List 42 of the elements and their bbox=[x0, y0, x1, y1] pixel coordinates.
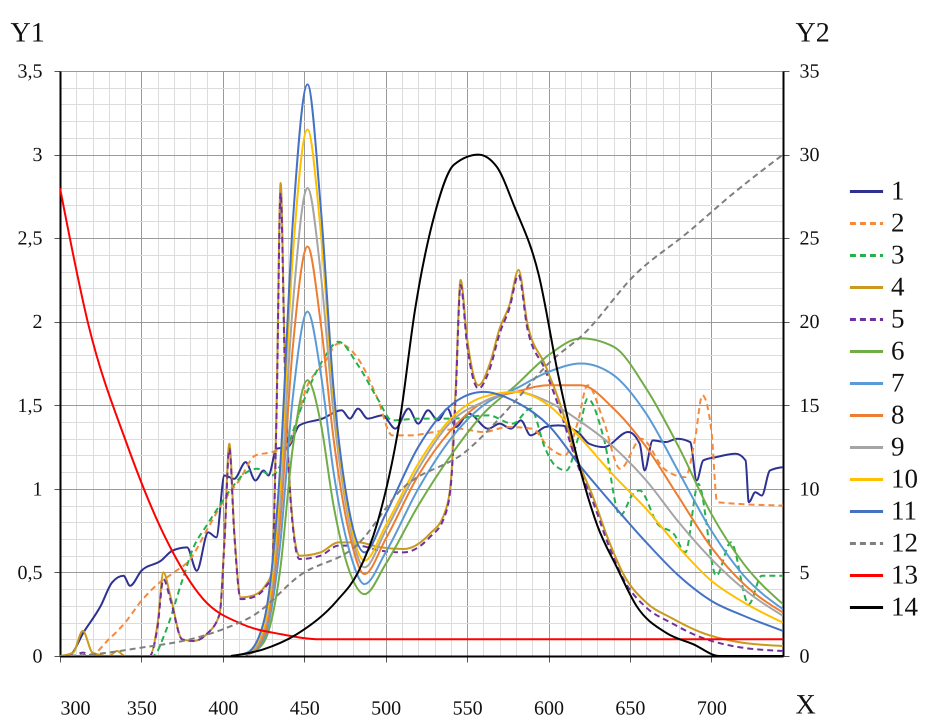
x-tick-label: 550 bbox=[452, 698, 483, 718]
x-axis-title: X bbox=[796, 690, 816, 718]
y2-tick-label: 35 bbox=[800, 60, 820, 82]
x-tick-label: 600 bbox=[534, 698, 564, 718]
y-tick-label: 1 bbox=[32, 478, 42, 500]
legend-label: 4 bbox=[891, 272, 905, 302]
y-tick-label: 2,5 bbox=[18, 228, 42, 250]
y2-tick-label: 0 bbox=[800, 646, 810, 668]
y2-tick-label: 10 bbox=[800, 478, 820, 500]
y-tick-label: 3,5 bbox=[18, 60, 42, 82]
legend-label: 5 bbox=[891, 304, 904, 334]
legend-label: 6 bbox=[891, 336, 904, 366]
y2-tick-label: 25 bbox=[800, 228, 820, 250]
y-axis-title: Y1 bbox=[10, 18, 45, 48]
y-tick-label: 0,5 bbox=[18, 562, 42, 584]
legend-label: 13 bbox=[891, 560, 918, 590]
y2-tick-label: 5 bbox=[800, 562, 810, 584]
legend-label: 12 bbox=[891, 528, 918, 558]
x-tick-label: 400 bbox=[208, 698, 238, 718]
x-tick-label: 350 bbox=[126, 698, 157, 718]
y2-tick-label: 30 bbox=[800, 144, 820, 166]
x-tick-label: 500 bbox=[371, 698, 402, 718]
y-tick-label: 2 bbox=[32, 311, 42, 334]
legend-label: 9 bbox=[891, 432, 904, 462]
legend-label: 2 bbox=[891, 208, 904, 238]
legend-label: 14 bbox=[891, 592, 918, 622]
x-tick-label: 700 bbox=[696, 698, 727, 718]
legend-label: 7 bbox=[891, 368, 904, 398]
x-tick-label: 300 bbox=[60, 698, 90, 718]
x-tick-label: 450 bbox=[290, 698, 320, 718]
y2-tick-label: 15 bbox=[800, 394, 820, 417]
legend-label: 3 bbox=[891, 240, 904, 270]
x-tick-label: 650 bbox=[615, 698, 646, 718]
y-tick-label: 0 bbox=[32, 646, 42, 668]
y-tick-label: 1,5 bbox=[18, 394, 42, 417]
legend-label: 11 bbox=[891, 496, 917, 526]
legend-label: 10 bbox=[891, 464, 918, 494]
y2-tick-label: 20 bbox=[800, 311, 820, 334]
legend-label: 8 bbox=[891, 400, 904, 430]
y-tick-label: 3 bbox=[32, 144, 42, 166]
legend-label: 1 bbox=[891, 176, 904, 206]
y2-axis-title: Y2 bbox=[796, 18, 830, 48]
